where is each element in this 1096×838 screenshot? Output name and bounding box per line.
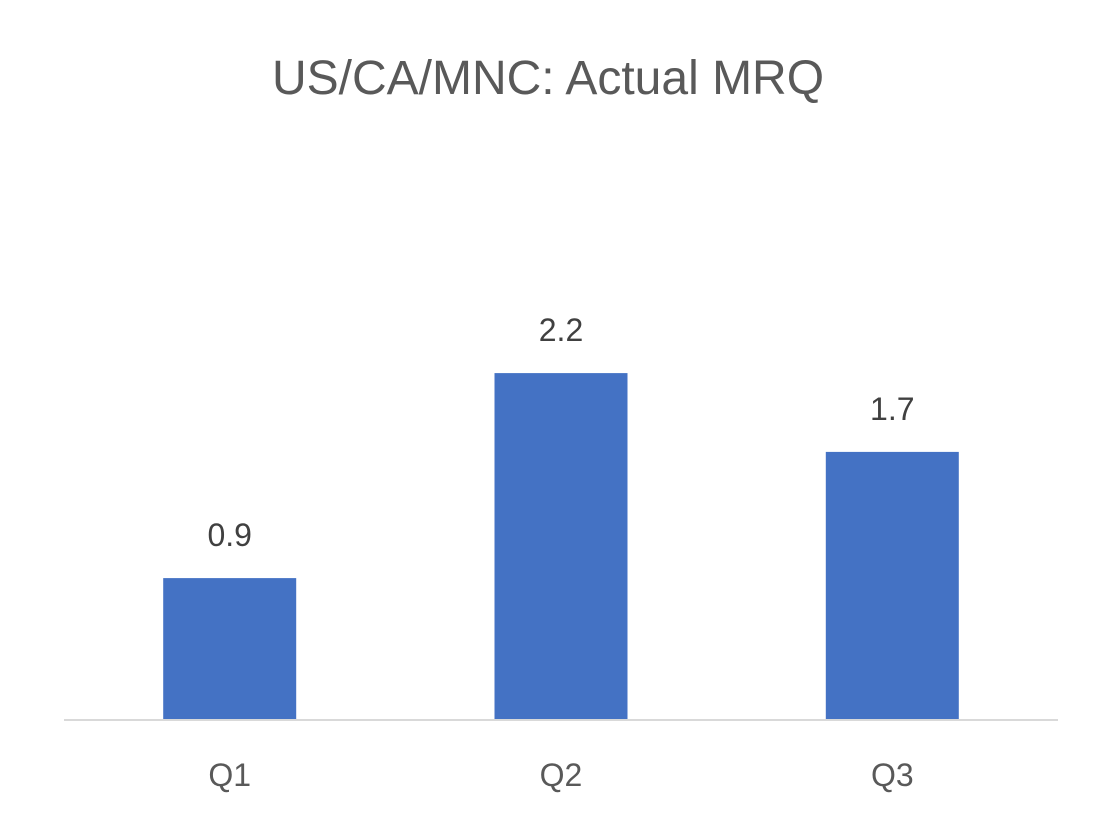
x-tick-label-q2: Q2 xyxy=(540,757,583,793)
x-tick-labels-layer: Q1 Q2 Q3 xyxy=(208,757,913,793)
bars-layer xyxy=(163,373,959,720)
data-label-q2: 2.2 xyxy=(539,312,583,348)
x-tick-label-q3: Q3 xyxy=(871,757,914,793)
bar-q1 xyxy=(163,578,297,720)
data-labels-layer: 0.9 2.2 1.7 xyxy=(207,312,914,553)
bar-q2 xyxy=(494,373,628,720)
data-label-q1: 0.9 xyxy=(207,517,251,553)
x-tick-label-q1: Q1 xyxy=(208,757,251,793)
chart-title: US/CA/MNC: Actual MRQ xyxy=(272,52,824,105)
bar-q3 xyxy=(825,451,959,720)
data-label-q3: 1.7 xyxy=(870,391,914,427)
